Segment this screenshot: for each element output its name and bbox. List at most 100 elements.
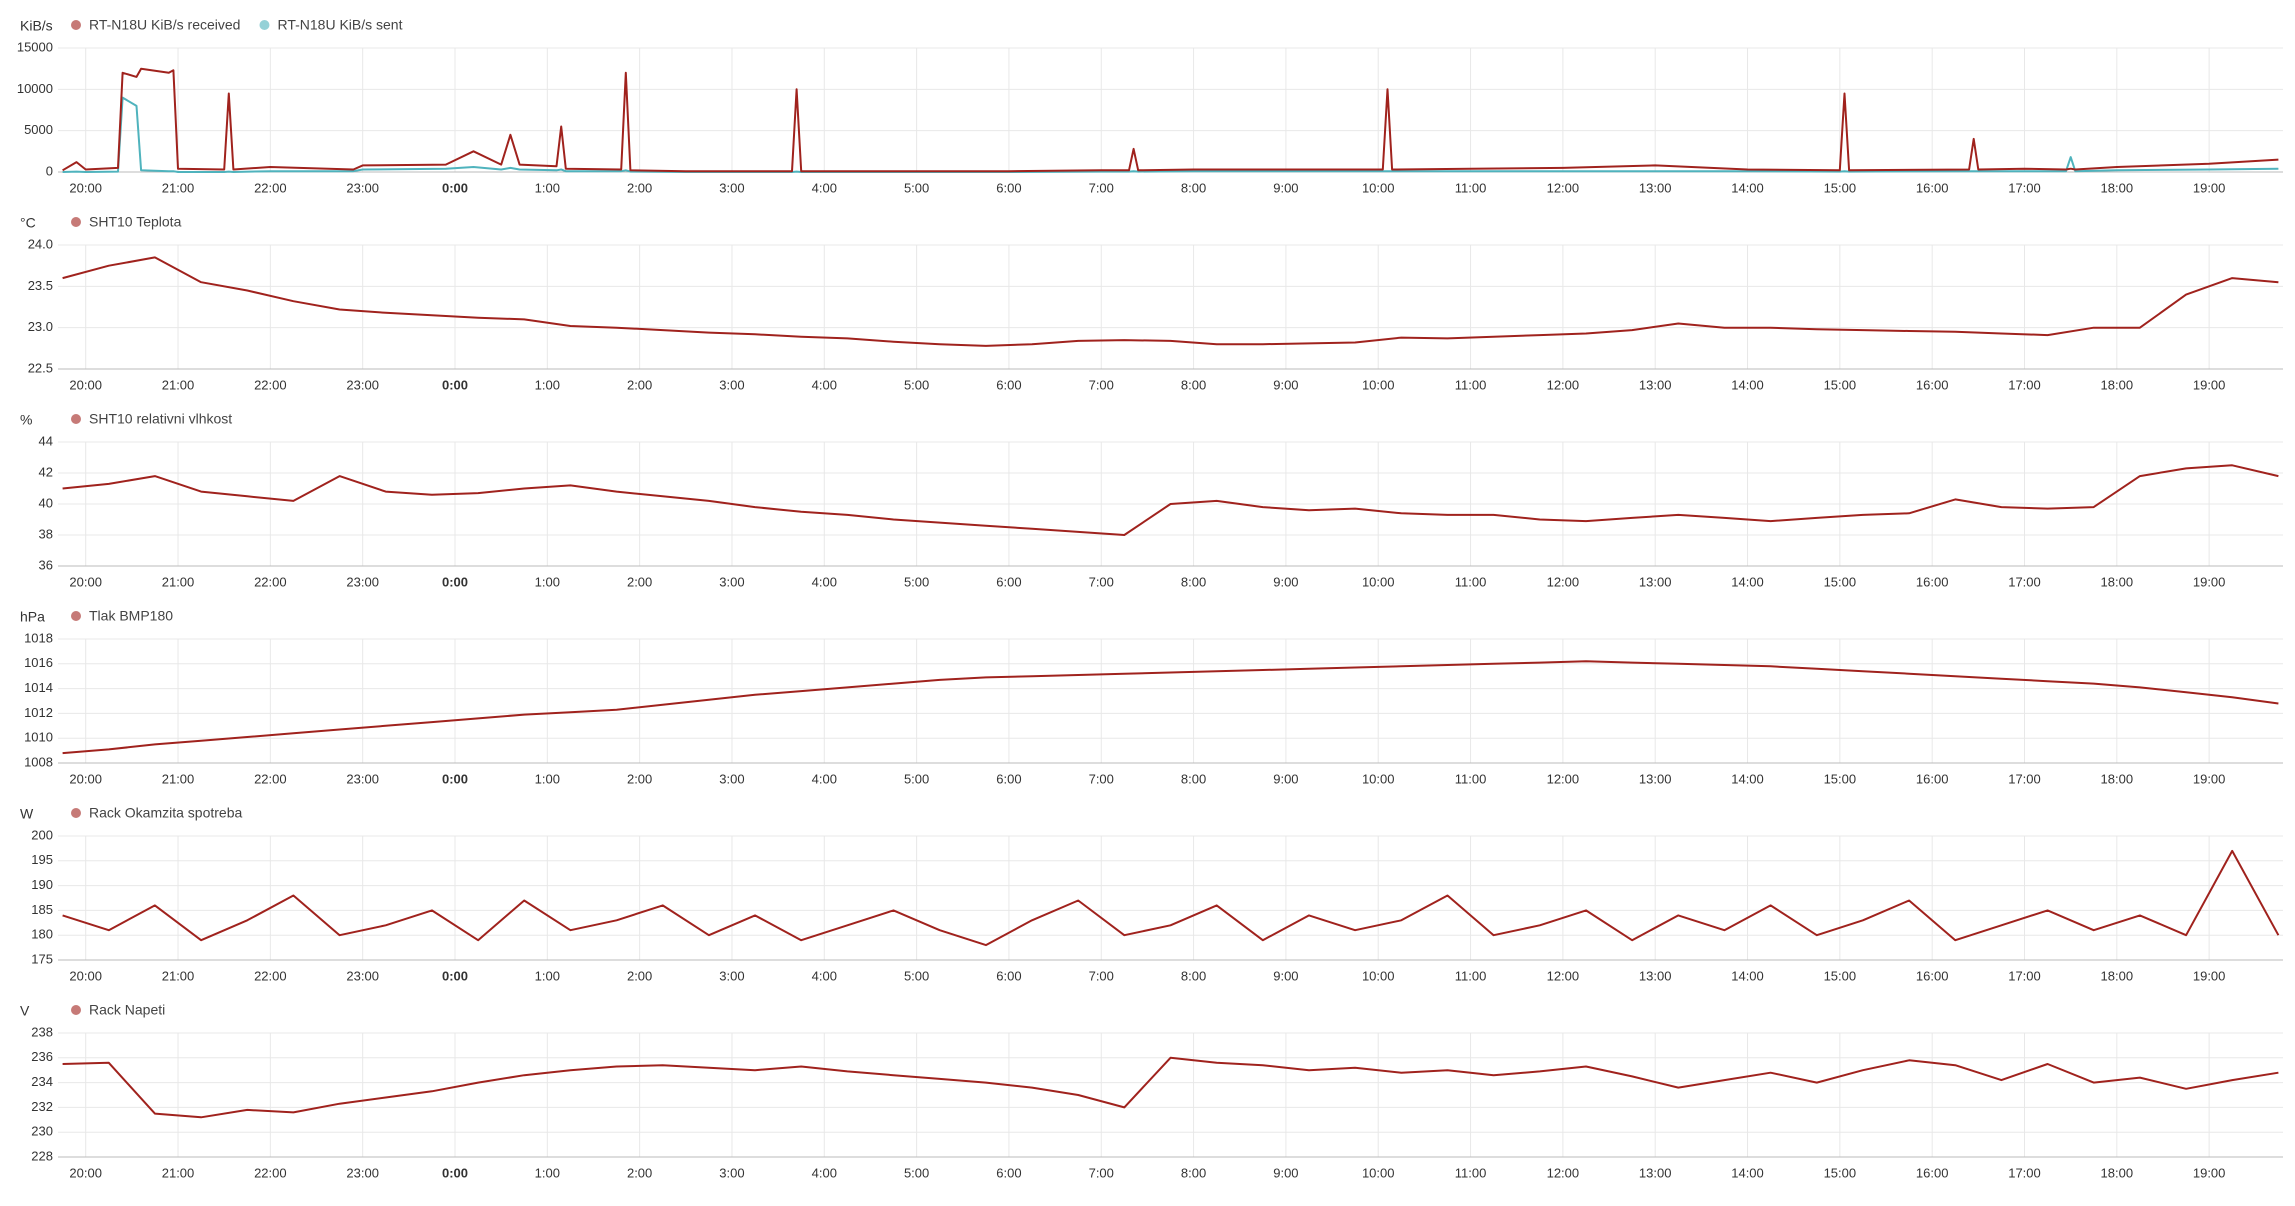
data-line xyxy=(62,256,2279,347)
x-tick-label: 4:00 xyxy=(812,180,837,195)
data-line xyxy=(62,96,2279,173)
x-tick-label: 16:00 xyxy=(1916,180,1949,195)
x-tick-label: 18:00 xyxy=(2101,771,2134,786)
x-tick-label: 0:00 xyxy=(442,1165,468,1180)
x-tick-label: 6:00 xyxy=(996,574,1021,589)
x-tick-label: 5:00 xyxy=(904,377,929,392)
y-tick-label: 1010 xyxy=(24,730,53,745)
x-tick-label: 8:00 xyxy=(1181,1165,1206,1180)
data-line xyxy=(62,1056,2279,1119)
x-tick-label: 9:00 xyxy=(1273,771,1298,786)
x-tick-label: 8:00 xyxy=(1181,574,1206,589)
x-tick-label: 1:00 xyxy=(535,574,560,589)
y-tick-label: 42 xyxy=(39,464,53,479)
x-tick-label: 4:00 xyxy=(812,968,837,983)
x-tick-label: 11:00 xyxy=(1455,1165,1487,1180)
y-axis-unit: V xyxy=(20,1003,30,1019)
x-tick-label: 15:00 xyxy=(1824,1165,1857,1180)
y-tick-label: 238 xyxy=(31,1024,53,1039)
x-tick-label: 3:00 xyxy=(719,180,744,195)
x-tick-label: 7:00 xyxy=(1089,574,1114,589)
x-tick-label: 13:00 xyxy=(1639,968,1672,983)
y-axis-unit: W xyxy=(20,806,34,822)
legend-label: Rack Okamzita spotreba xyxy=(89,805,242,821)
x-tick-label: 16:00 xyxy=(1916,1165,1949,1180)
y-tick-label: 5000 xyxy=(24,122,53,137)
x-tick-label: 12:00 xyxy=(1547,771,1580,786)
x-tick-label: 15:00 xyxy=(1824,771,1857,786)
y-tick-label: 1016 xyxy=(24,655,53,670)
legend-marker xyxy=(71,611,81,621)
x-tick-label: 22:00 xyxy=(254,771,287,786)
x-tick-label: 21:00 xyxy=(162,771,195,786)
x-tick-label: 9:00 xyxy=(1273,968,1298,983)
x-tick-label: 10:00 xyxy=(1362,180,1395,195)
x-tick-label: 7:00 xyxy=(1089,968,1114,983)
x-tick-label: 0:00 xyxy=(442,771,468,786)
x-tick-label: 20:00 xyxy=(69,771,102,786)
x-tick-label: 15:00 xyxy=(1824,968,1857,983)
x-tick-label: 0:00 xyxy=(442,574,468,589)
x-tick-label: 16:00 xyxy=(1916,574,1949,589)
x-tick-label: 13:00 xyxy=(1639,771,1672,786)
x-tick-label: 17:00 xyxy=(2008,574,2041,589)
x-tick-label: 18:00 xyxy=(2101,968,2134,983)
data-line xyxy=(62,464,2279,536)
x-tick-label: 6:00 xyxy=(996,377,1021,392)
x-tick-label: 6:00 xyxy=(996,771,1021,786)
x-tick-label: 23:00 xyxy=(346,377,379,392)
y-tick-label: 1012 xyxy=(24,705,53,720)
x-tick-label: 17:00 xyxy=(2008,180,2041,195)
y-tick-label: 15000 xyxy=(17,39,53,54)
x-tick-label: 16:00 xyxy=(1916,377,1949,392)
legend-label: SHT10 Teplota xyxy=(89,214,182,230)
x-tick-label: 4:00 xyxy=(812,1165,837,1180)
y-tick-label: 23.0 xyxy=(28,319,53,334)
y-axis-unit: KiB/s xyxy=(20,18,53,34)
legend-label: RT-N18U KiB/s received xyxy=(89,17,240,33)
x-tick-label: 2:00 xyxy=(627,377,652,392)
x-tick-label: 17:00 xyxy=(2008,771,2041,786)
x-tick-label: 20:00 xyxy=(69,574,102,589)
x-tick-label: 6:00 xyxy=(996,180,1021,195)
x-tick-label: 13:00 xyxy=(1639,377,1672,392)
x-tick-label: 19:00 xyxy=(2193,1165,2226,1180)
x-tick-label: 13:00 xyxy=(1639,1165,1672,1180)
x-tick-label: 7:00 xyxy=(1089,377,1114,392)
x-tick-label: 7:00 xyxy=(1089,1165,1114,1180)
x-tick-label: 10:00 xyxy=(1362,377,1395,392)
x-tick-label: 8:00 xyxy=(1181,968,1206,983)
x-tick-label: 20:00 xyxy=(69,180,102,195)
legend-marker xyxy=(259,20,270,30)
y-tick-label: 1018 xyxy=(24,630,53,645)
x-tick-label: 0:00 xyxy=(442,377,468,392)
x-tick-label: 18:00 xyxy=(2101,1165,2134,1180)
y-tick-label: 1008 xyxy=(24,754,53,769)
x-tick-label: 22:00 xyxy=(254,377,287,392)
x-tick-label: 9:00 xyxy=(1273,574,1298,589)
x-tick-label: 9:00 xyxy=(1273,377,1298,392)
x-tick-label: 12:00 xyxy=(1547,1165,1580,1180)
legend-label: SHT10 relativni vlhkost xyxy=(89,411,232,427)
x-tick-label: 10:00 xyxy=(1362,968,1395,983)
x-tick-label: 20:00 xyxy=(69,968,102,983)
x-tick-label: 4:00 xyxy=(812,771,837,786)
x-tick-label: 21:00 xyxy=(162,377,195,392)
legend-marker xyxy=(71,808,81,818)
y-tick-label: 0 xyxy=(46,163,53,178)
x-tick-label: 12:00 xyxy=(1547,968,1580,983)
x-tick-label: 3:00 xyxy=(719,1165,744,1180)
x-tick-label: 14:00 xyxy=(1731,1165,1764,1180)
y-axis-unit: hPa xyxy=(20,609,45,625)
x-tick-label: 19:00 xyxy=(2193,180,2226,195)
x-tick-label: 3:00 xyxy=(719,771,744,786)
x-tick-label: 12:00 xyxy=(1547,574,1580,589)
x-tick-label: 11:00 xyxy=(1455,574,1487,589)
x-tick-label: 5:00 xyxy=(904,968,929,983)
legend-label: Rack Napeti xyxy=(89,1002,165,1018)
x-tick-label: 23:00 xyxy=(346,771,379,786)
y-axis-unit: °C xyxy=(20,215,36,231)
x-tick-label: 15:00 xyxy=(1824,377,1857,392)
x-tick-label: 0:00 xyxy=(442,968,468,983)
